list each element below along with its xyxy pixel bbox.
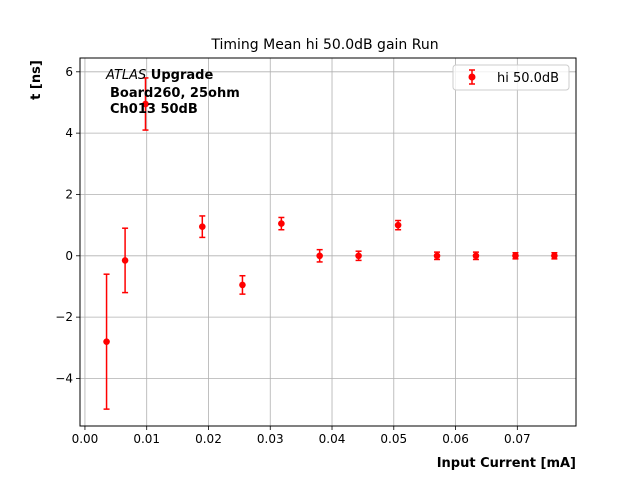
annotation-atlas: ATLAS [105, 68, 146, 83]
legend-box [452, 64, 570, 91]
x-tick-label: 0.06 [442, 432, 469, 446]
data-point [199, 223, 206, 230]
y-tick-label: −4 [55, 371, 73, 385]
x-tick-label: 0.00 [72, 432, 99, 446]
chart-title: Timing Mean hi 50.0dB gain Run [210, 37, 438, 53]
y-axis-ticks: −4 −2 0 2 4 6 [55, 65, 80, 385]
annotation-line-2: Board260, 25ohm [110, 86, 240, 101]
y-tick-label: 6 [65, 65, 73, 79]
x-tick-label: 0.04 [319, 432, 346, 446]
x-tick-label: 0.05 [380, 432, 407, 446]
legend: hi 50.0dB [452, 64, 570, 91]
data-point [355, 252, 362, 260]
y-tick-label: −2 [55, 310, 73, 324]
annotation-upgrade: Upgrade [146, 68, 213, 83]
x-tick-label: 0.03 [257, 432, 284, 446]
atlas-annotation: ATLAS Upgrade Board260, 25ohm Ch013 50dB [105, 68, 240, 117]
data-point [394, 221, 402, 229]
data-point [512, 252, 519, 260]
x-tick-label: 0.07 [504, 432, 531, 446]
data-point [472, 252, 480, 260]
data-point [551, 252, 558, 260]
y-tick-label: 4 [65, 126, 73, 140]
data-point [121, 257, 129, 264]
legend-marker [468, 73, 476, 81]
x-tick-label: 0.02 [195, 432, 222, 446]
y-tick-label: 0 [65, 249, 73, 263]
data-point [278, 220, 285, 227]
y-axis-label: t [ns] [29, 60, 44, 100]
plot-frame [79, 57, 577, 427]
grid-lines [80, 58, 576, 426]
data-point [239, 281, 246, 289]
x-axis-label: Input Current [mA] [437, 456, 576, 471]
data-point [103, 338, 110, 345]
data-point [142, 100, 149, 108]
annotation-line-3: Ch013 50dB [110, 102, 198, 117]
x-axis-ticks: 0.00 0.01 0.02 0.03 0.04 0.05 0.06 0.07 [72, 426, 531, 446]
x-tick-label: 0.01 [133, 432, 160, 446]
legend-label: hi 50.0dB [497, 71, 559, 86]
data-point [433, 252, 441, 260]
data-point [316, 252, 323, 260]
data-points [103, 100, 558, 345]
y-tick-label: 2 [65, 187, 73, 201]
annotation-line-1: ATLAS Upgrade [105, 68, 213, 83]
